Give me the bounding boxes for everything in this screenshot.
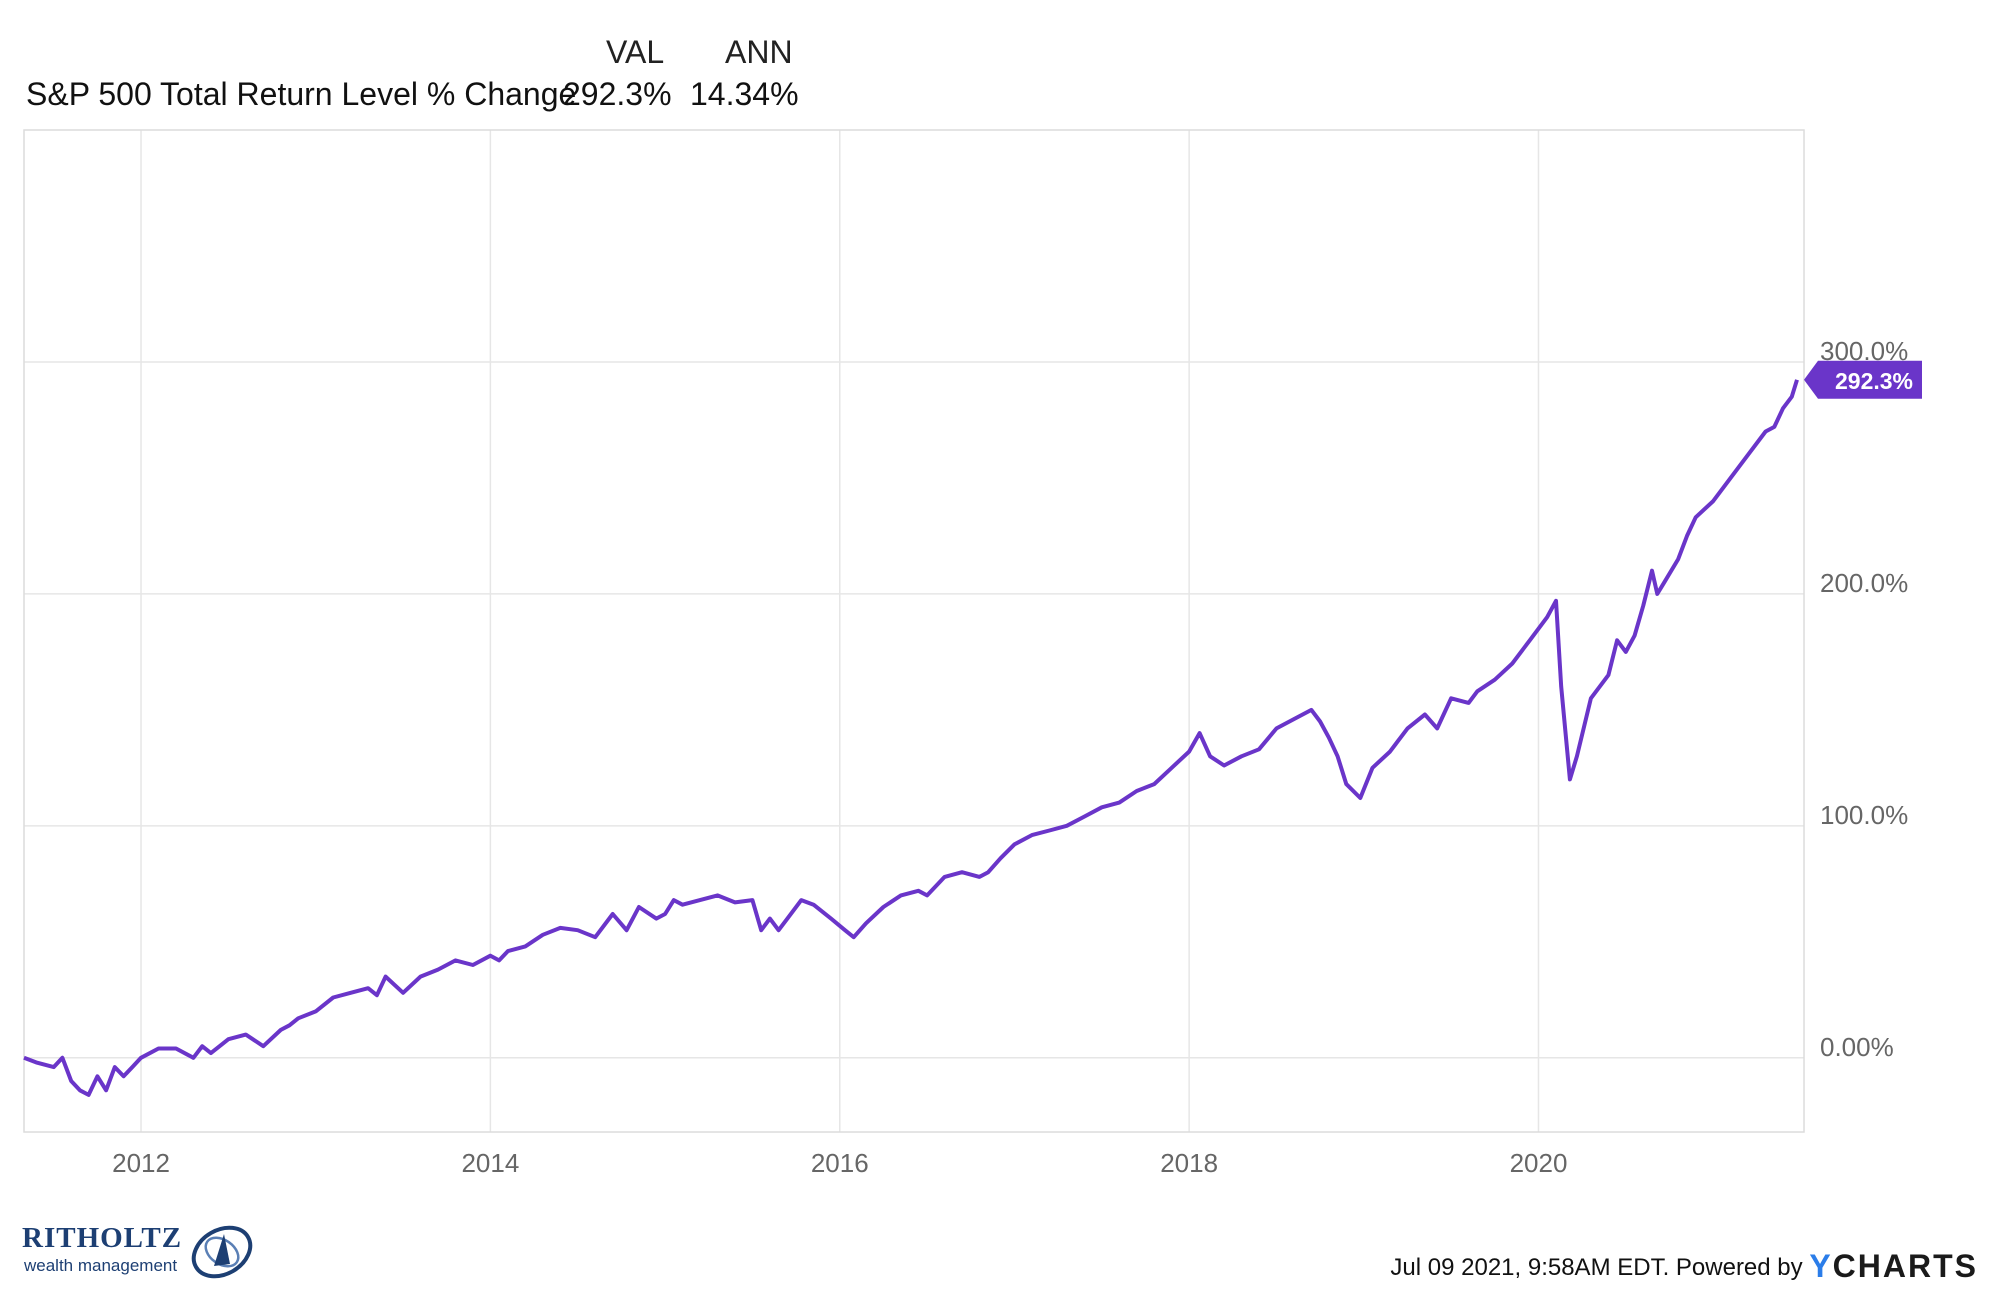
legend-series-label: S&P 500 Total Return Level % Change: [26, 76, 577, 112]
legend-val-value: 292.3%: [563, 76, 672, 112]
plot-area: [23, 129, 1805, 1133]
ritholtz-emblem-icon: [191, 1225, 253, 1279]
y-tick-label: 200.0%: [1820, 568, 1908, 598]
chart-legend: VAL ANN S&P 500 Total Return Level % Cha…: [0, 0, 820, 120]
ycharts-logo-y: Y: [1809, 1248, 1833, 1284]
x-axis: 2012 2014 2016 2018 2020: [112, 1148, 1567, 1178]
last-value-badge: 292.3%: [1804, 360, 1922, 399]
timestamp: Jul 09 2021, 9:58AM EDT.: [1390, 1254, 1670, 1281]
y-tick-label: 0.00%: [1820, 1032, 1894, 1062]
x-tick-label: 2018: [1160, 1148, 1218, 1178]
powered-by-text: Powered by: [1675, 1254, 1803, 1281]
last-value-badge-shape: [1804, 360, 1922, 399]
series-line-sp500-total-return: [23, 379, 1799, 1097]
legend-ann-value: 14.34%: [690, 76, 799, 112]
x-tick-label: 2016: [811, 1148, 869, 1178]
x-tick-label: 2014: [461, 1148, 519, 1178]
chart-footer: Jul 09 2021, 9:58AM EDT. Powered by YCHA…: [1390, 1248, 1978, 1285]
ycharts-logo: YCHARTS: [1809, 1248, 1978, 1284]
legend-val-header: VAL: [606, 34, 665, 70]
brand-name: RITHOLTZ: [22, 1222, 183, 1254]
ritholtz-logo: RITHOLTZ wealth management: [22, 1222, 253, 1282]
last-value-label: 292.3%: [1835, 368, 1913, 394]
brand-subtitle: wealth management: [24, 1256, 178, 1275]
legend-ann-header: ANN: [725, 34, 793, 70]
gridlines: [24, 130, 1804, 1132]
y-tick-label: 100.0%: [1820, 800, 1908, 830]
y-axis: 0.00%100.0%200.0%300.0%: [1820, 336, 1908, 1062]
ycharts-logo-text: CHARTS: [1832, 1248, 1978, 1284]
x-tick-label: 2012: [112, 1148, 170, 1178]
series-layer: [23, 379, 1799, 1097]
x-tick-label: 2020: [1510, 1148, 1568, 1178]
